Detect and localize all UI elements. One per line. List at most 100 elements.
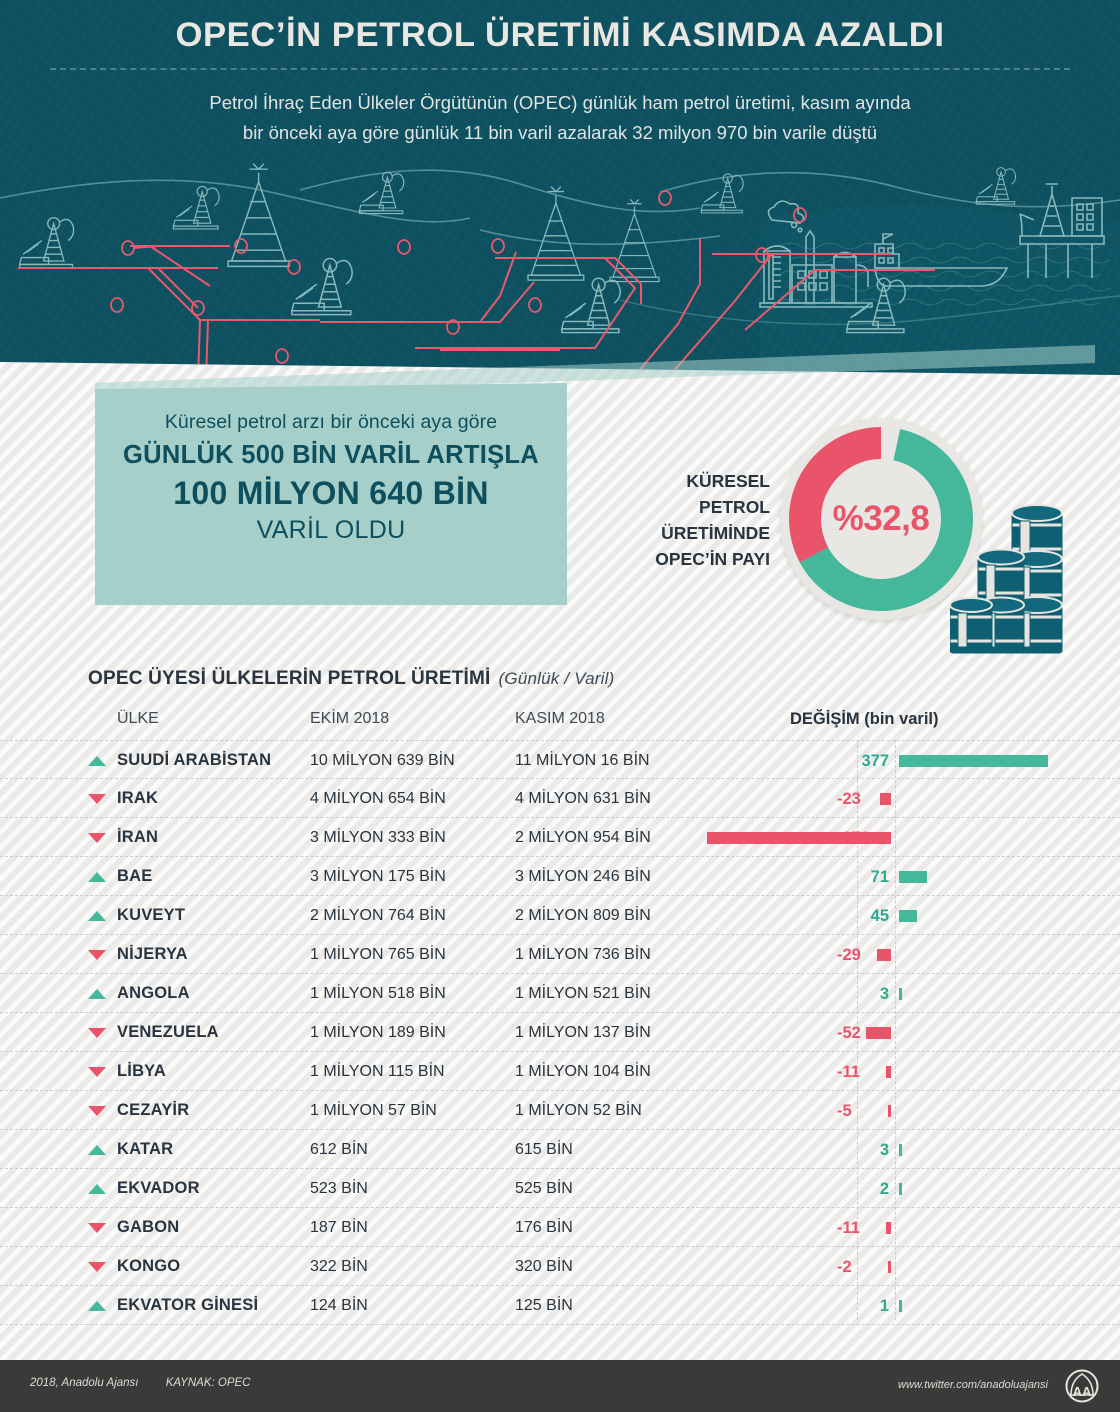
table-row: ANGOLA 1 MİLYON 518 BİN 1 MİLYON 521 BİN 3: [0, 974, 1120, 1013]
change-bar: [899, 871, 928, 883]
footer-source: KAYNAK: OPEC: [165, 1377, 251, 1389]
table-row: VENEZUELA 1 MİLYON 189 BİN 1 MİLYON 137 Bİ…: [0, 1013, 1120, 1052]
arrow-down-icon: [88, 1106, 106, 1116]
global-supply-callout: Küresel petrol arzı bir önceki aya göre …: [95, 383, 567, 605]
table-row: İRAN 3 MİLYON 333 BİN 2 MİLYON 954 BİN -379: [0, 818, 1120, 857]
cell-country: ANGOLA: [117, 984, 190, 1002]
cell-country: BAE: [117, 867, 153, 885]
arrow-up-icon: [88, 1184, 106, 1194]
callout-line-4: VARİL OLDU: [256, 516, 406, 544]
arrow-up-icon: [88, 1145, 106, 1155]
cell-october: 1 MİLYON 189 BİN: [310, 1024, 446, 1041]
change-bar: [899, 910, 917, 922]
table-row: IRAK 4 MİLYON 654 BİN 4 MİLYON 631 BİN -23: [0, 779, 1120, 818]
change-bar: [899, 1183, 902, 1195]
donut-label-line-2: PETROL: [699, 497, 770, 517]
oil-barrels-icon: [950, 504, 1063, 654]
cell-country: CEZAYİR: [117, 1101, 190, 1119]
table-title-row: OPEC ÜYESİ ÜLKELERİN PETROL ÜRETİMİ (Günl…: [88, 668, 614, 690]
arrow-down-icon: [88, 794, 106, 804]
arrow-up-icon: [88, 989, 106, 999]
arrow-down-icon: [88, 1067, 106, 1077]
table-column-headers: ÜLKE EKİM 2018 KASIM 2018 DEĞİŞİM (bin v…: [0, 710, 1120, 736]
arrow-up-icon: [88, 911, 106, 921]
table-row: CEZAYİR 1 MİLYON 57 BİN 1 MİLYON 52 BİN -5: [0, 1091, 1120, 1130]
arrow-down-icon: [88, 950, 106, 960]
change-value: -11: [837, 1219, 860, 1237]
cell-november: 1 MİLYON 521 BİN: [515, 985, 651, 1002]
change-value: 45: [870, 907, 889, 925]
cell-country: NİJERYA: [117, 945, 188, 963]
cell-november: 1 MİLYON 52 BİN: [515, 1102, 642, 1119]
table-row: KONGO 322 BİN 320 BİN -2: [0, 1247, 1120, 1286]
table-row: EKVATOR GİNESİ 124 BİN 125 BİN 1: [0, 1286, 1120, 1325]
cell-october: 2 MİLYON 764 BİN: [310, 907, 446, 924]
callout-line-2: GÜNLÜK 500 BİN VARİL ARTIŞLA: [123, 441, 539, 469]
change-value: -5: [837, 1102, 852, 1120]
cell-october: 187 BİN: [310, 1219, 368, 1236]
cell-country: EKVATOR GİNESİ: [117, 1296, 259, 1314]
cell-november: 320 BİN: [515, 1258, 573, 1275]
table-unit: (Günlük / Varil): [498, 669, 615, 688]
cell-october: 1 MİLYON 115 BİN: [310, 1063, 445, 1080]
subtitle-line-1: Petrol İhraç Eden Ülkeler Örgütünün (OPE…: [209, 92, 911, 113]
footer-agency: 2018, Anadolu Ajansı: [30, 1377, 139, 1389]
table-row: KUVEYT 2 MİLYON 764 BİN 2 MİLYON 809 BİN 45: [0, 896, 1120, 935]
arrow-up-icon: [88, 872, 106, 882]
cell-october: 3 MİLYON 175 BİN: [310, 868, 446, 885]
footer-bar: 2018, Anadolu Ajansı KAYNAK: OPEC www.tw…: [0, 1360, 1120, 1412]
cell-country: VENEZUELA: [117, 1023, 219, 1041]
page-subtitle: Petrol İhraç Eden Ülkeler Örgütünün (OPE…: [120, 88, 1000, 148]
cell-november: 1 MİLYON 137 BİN: [515, 1024, 651, 1041]
change-value: 3: [879, 985, 889, 1003]
change-value: 71: [870, 868, 889, 886]
cell-october: 523 BİN: [310, 1180, 368, 1197]
change-value: 377: [861, 752, 889, 770]
table-row: LİBYA 1 MİLYON 115 BİN 1 MİLYON 104 BİN -11: [0, 1052, 1120, 1091]
donut-label-line-1: KÜRESEL: [686, 471, 770, 491]
cell-country: LİBYA: [117, 1062, 166, 1080]
table-row: SUUDİ ARABİSTAN 10 MİLYON 639 BİN 11 MİLYO…: [0, 740, 1120, 779]
arrow-up-icon: [88, 756, 106, 766]
opec-share-donut-chart: %32,8: [786, 424, 976, 614]
cell-november: 2 MİLYON 954 BİN: [515, 829, 651, 846]
table-row: BAE 3 MİLYON 175 BİN 3 MİLYON 246 BİN 71: [0, 857, 1120, 896]
col-header-october: EKİM 2018: [310, 710, 390, 727]
cell-country: GABON: [117, 1218, 180, 1236]
subtitle-line-2: bir önceki aya göre günlük 11 bin varil …: [242, 122, 878, 143]
table-row: GABON 187 BİN 176 BİN -11: [0, 1208, 1120, 1247]
donut-label: KÜRESEL PETROL ÜRETİMİNDE OPEC’İN PAYI: [640, 468, 770, 572]
header-band: [0, 0, 1120, 375]
change-bar: [899, 755, 1048, 767]
table-title: OPEC ÜYESİ ÜLKELERİN PETROL ÜRETİMİ: [88, 668, 491, 689]
change-value: -11: [837, 1063, 860, 1081]
cell-november: 11 MİLYON 16 BİN: [515, 752, 650, 769]
arrow-down-icon: [88, 833, 106, 843]
cell-november: 3 MİLYON 246 BİN: [515, 868, 651, 885]
cell-country: EKVADOR: [117, 1179, 200, 1197]
footer-twitter: www.twitter.com/anadoluajansi: [898, 1379, 1048, 1391]
change-value: -2: [837, 1258, 852, 1276]
cell-november: 615 BİN: [515, 1141, 573, 1158]
col-header-change: DEĞİŞİM (bin varil): [790, 710, 939, 728]
change-bar: [899, 988, 902, 1000]
cell-october: 1 MİLYON 518 BİN: [310, 985, 446, 1002]
donut-label-line-3: ÜRETİMİNDE: [661, 523, 770, 543]
change-value: -52: [837, 1024, 861, 1042]
cell-november: 125 BİN: [515, 1297, 573, 1314]
table-row: KATAR 612 BİN 615 BİN 3: [0, 1130, 1120, 1169]
change-value: -23: [837, 790, 861, 808]
change-value: 2: [879, 1180, 889, 1198]
cell-november: 2 MİLYON 809 BİN: [515, 907, 651, 924]
change-value: -29: [837, 946, 861, 964]
cell-country: İRAN: [117, 828, 159, 846]
col-header-november: KASIM 2018: [515, 710, 605, 727]
anadolu-ajansi-logo-icon: AA: [1065, 1369, 1099, 1403]
cell-country: KUVEYT: [117, 906, 186, 924]
col-header-country: ÜLKE: [117, 710, 159, 727]
table-row: EKVADOR 523 BİN 525 BİN 2: [0, 1169, 1120, 1208]
production-table: SUUDİ ARABİSTAN 10 MİLYON 639 BİN 11 MİLYO…: [0, 740, 1120, 1325]
cell-october: 10 MİLYON 639 BİN: [310, 752, 455, 769]
change-bar: [899, 1144, 902, 1156]
cell-november: 1 MİLYON 736 BİN: [515, 946, 651, 963]
